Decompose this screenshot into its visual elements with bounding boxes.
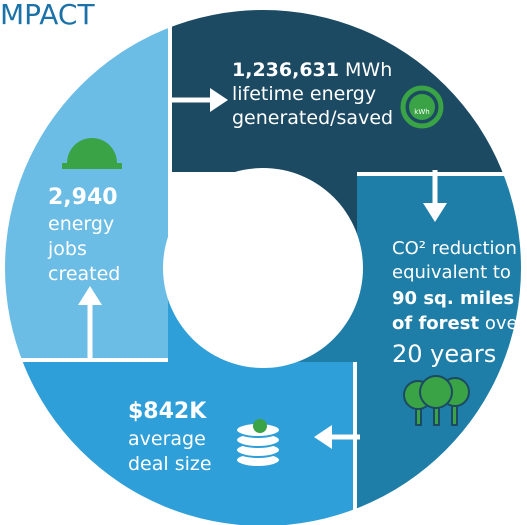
co2-text: CO² reduction	[392, 238, 517, 259]
title: MPACT	[0, 0, 95, 31]
meter-label: kWh	[414, 108, 429, 116]
co2-highlight: of forest	[392, 313, 479, 334]
energy-text: generated/saved	[232, 107, 393, 129]
meter-icon	[400, 85, 444, 129]
co2-tail: 20 years	[392, 340, 496, 368]
deal-value: $842K	[128, 399, 207, 424]
deal-text: average	[128, 428, 206, 450]
co2-line: of forest over	[392, 313, 526, 334]
meter-icon	[409, 94, 435, 120]
energy-text: lifetime energy	[232, 83, 376, 105]
energy-value: 1,236,631	[232, 59, 339, 81]
jobs-text: energy	[48, 213, 114, 235]
jobs-text: created	[48, 263, 120, 285]
coin-mark	[253, 419, 267, 433]
helmet-icon	[62, 138, 122, 169]
arrows	[78, 88, 447, 449]
jobs-text: jobs	[47, 238, 87, 260]
deal-text: deal size	[128, 453, 212, 475]
energy-unit: MWh	[345, 59, 392, 81]
trees-icon	[403, 375, 470, 426]
jobs-value: 2,940	[48, 185, 118, 210]
energy-line: 1,236,631 MWh	[232, 59, 392, 81]
center-hole	[163, 168, 363, 368]
co2-highlight: 90 sq. miles	[392, 288, 514, 309]
co2-suffix: over	[485, 313, 526, 334]
co2-text: equivalent to	[392, 262, 511, 283]
